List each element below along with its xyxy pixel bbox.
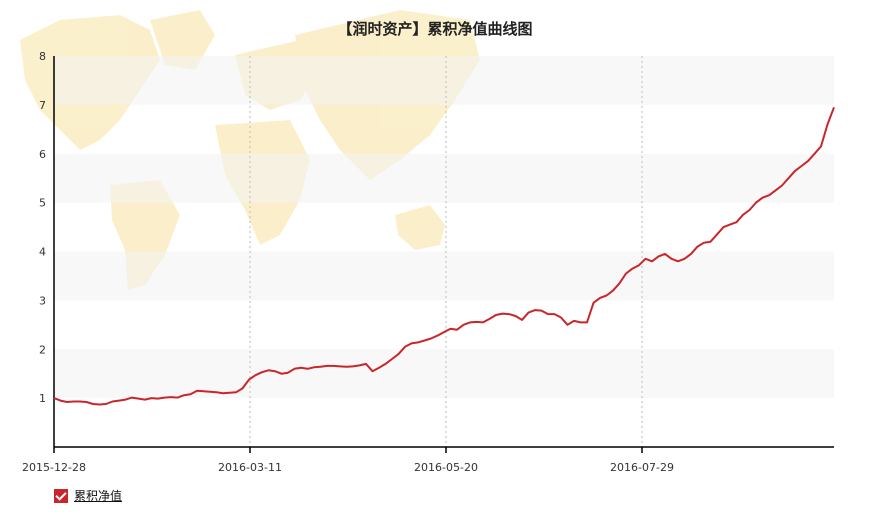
y-tick-label: 7 [39,99,46,112]
x-axis-ticks: 2015-12-28 2016-03-11 2016-05-20 2016-07-29 [22,447,674,474]
y-axis-ticks: 1 2 3 4 5 6 7 8 [39,50,46,405]
map-australia [395,205,445,250]
grid-band [54,153,834,203]
x-tick-label: 2015-12-28 [22,461,86,474]
x-tick-label: 2016-03-11 [218,461,282,474]
grid-band [54,251,834,301]
grid-band [54,56,834,105]
legend-label: 累积净值 [74,489,123,503]
grid-bands [54,56,834,399]
series-line-cumulative-nav [53,106,835,406]
y-tick-label: 1 [39,392,46,405]
x-tick-label: 2016-05-20 [414,461,478,474]
x-tick-label: 2016-07-29 [610,461,674,474]
checkbox-checked-icon[interactable] [54,488,68,503]
y-tick-label: 2 [39,343,46,356]
y-tick-label: 6 [39,148,46,161]
y-tick-label: 3 [39,294,46,307]
y-tick-label: 8 [39,50,46,63]
grid-band [54,349,834,399]
vertical-gridlines [249,56,643,447]
map-greenland [150,10,215,70]
chart-title: 【润时资产】累积净值曲线图 [337,20,532,38]
y-tick-label: 5 [39,197,46,210]
legend-item[interactable]: 累积净值 [54,487,122,504]
y-tick-label: 4 [39,246,46,259]
